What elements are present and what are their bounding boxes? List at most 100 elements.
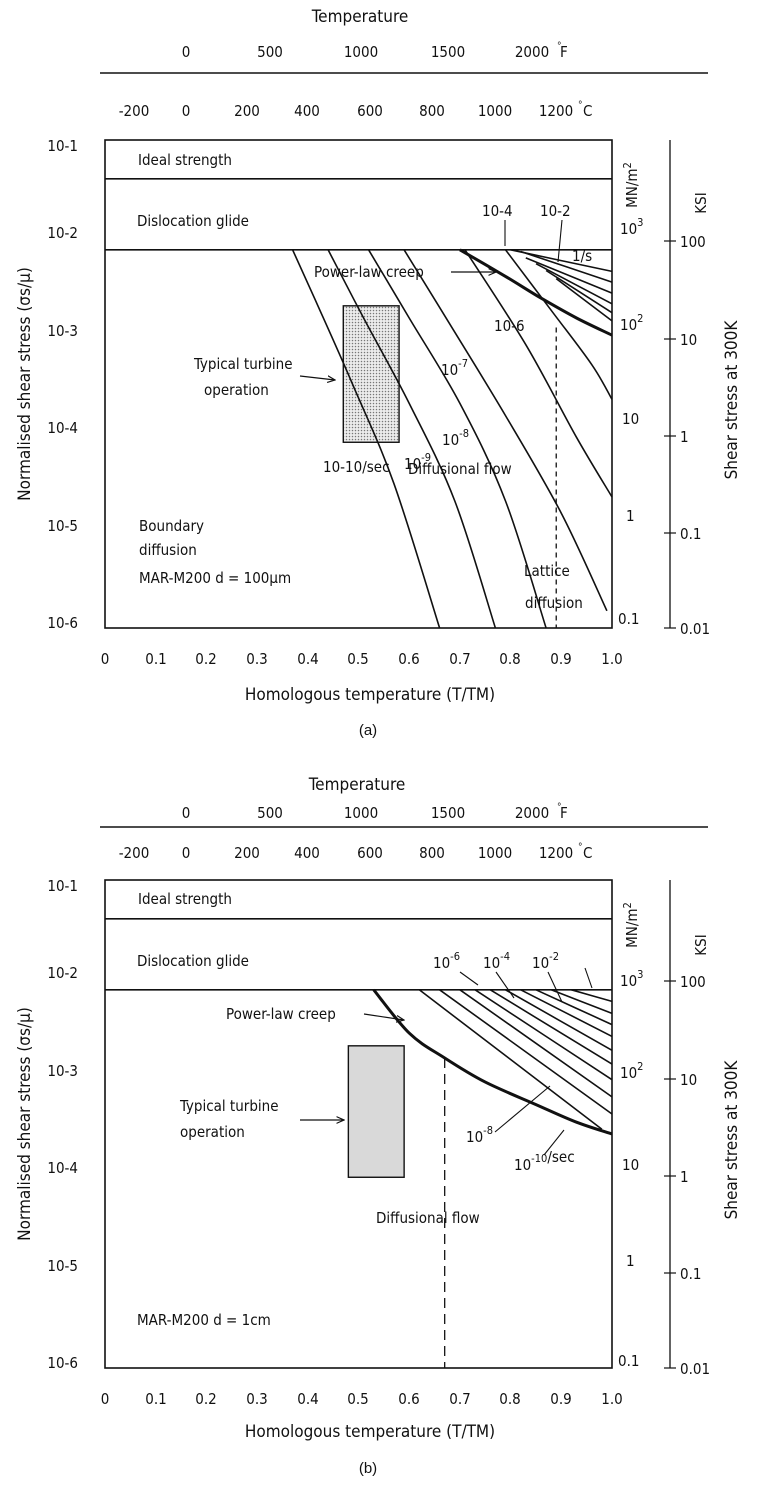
panel-a-y-ticks: 10-1 10-2 10-3 10-4 10-5 10-6 [47, 137, 78, 632]
panel-b-series-line-10 [571, 989, 613, 1003]
panel-a-series-line-10 [535, 262, 613, 305]
panel-a-x-tick-0.5: 0.5 [347, 650, 368, 668]
panel-a-series-line-12 [555, 277, 613, 322]
panel-b-series [372, 988, 613, 1136]
panel-b-turbine-box [347, 1045, 405, 1178]
panel-a-f-tick-1000: 1000 [344, 43, 378, 61]
panel-a-x-tick-1.0: 1.0 [601, 650, 622, 668]
panel-a-mn-ticks: 103 102 10 1 0.1 MN/m2 [618, 162, 643, 628]
panel-a-c-tick-1000: 1000 [478, 102, 512, 120]
panel-b-x-tick-0.1: 0.1 [145, 1390, 166, 1408]
panel-a-diffusional-flow-label: Diffusional flow [408, 460, 512, 478]
panel-a-label-1e-2: 10-2 [540, 202, 571, 220]
panel-b-y-axis-label: Normalised shear stress (σs/μ) [15, 1007, 35, 1241]
panel-b-series-line-8 [535, 989, 613, 1026]
panel-a-ksi-tick-100: 100 [680, 233, 706, 251]
panel-a-x-tick-0.8: 0.8 [499, 650, 520, 668]
panel-b-c-tick-1200: 1200 [539, 844, 573, 862]
panel-b-x-tick-0.7: 0.7 [449, 1390, 470, 1408]
panel-b-x-tick-0.2: 0.2 [195, 1390, 216, 1408]
panel-a-x-tick-0.1: 0.1 [145, 650, 166, 668]
panel-a-f-unit: F [560, 43, 568, 61]
panel-a-c-tick-600: 600 [357, 102, 383, 120]
panel-a-ksi-ticks: 100 10 1 0.1 0.01 KSI Shear stress at 30… [664, 192, 742, 638]
panel-b-y-tick-1e-2: 10-2 [47, 964, 78, 982]
panel-b-plot-frame [104, 879, 613, 1369]
panel-b-f-tick-1500: 1500 [431, 804, 465, 822]
panel-b-series-line-5 [489, 989, 613, 1065]
panel-a-f-tick-2000: 2000 [515, 43, 549, 61]
panel-a-c-tick-200: 200 [234, 102, 260, 120]
panel-a-mn-unit: MN/m2 [621, 162, 641, 208]
panel-b-diffusional-flow-label: Diffusional flow [376, 1209, 480, 1227]
panel-a-series-line-0 [291, 249, 441, 629]
panel-b-mn-ticks: 103 102 10 1 0.1 MN/m2 [618, 902, 643, 1370]
panel-b-x-ticks: 0 0.1 0.2 0.3 0.4 0.5 0.6 0.7 0.8 0.9 1.… [101, 1390, 623, 1408]
panel-b-series-line-9 [550, 989, 613, 1015]
panel-a-series-line-7 [510, 249, 613, 273]
panel-a-y-tick-1e-5: 10-5 [47, 517, 78, 535]
panel-b-label-1e-8: 10-8 [466, 1124, 493, 1146]
panel-b-leader-1e-6 [459, 971, 479, 986]
panel-a-x-tick-0: 0 [101, 650, 110, 668]
panel-b-series-line-7 [520, 989, 613, 1038]
panel-b-series-line-6 [505, 989, 613, 1051]
panel-a-f-tick-1500: 1500 [431, 43, 465, 61]
panel-a-caption: (a) [359, 722, 377, 739]
panel-b-f-tick-500: 500 [257, 804, 283, 822]
panel-b-leader-1e-4 [495, 971, 515, 999]
panel-b-y-tick-1e-3: 10-3 [47, 1062, 78, 1080]
panel-b-turbine-label-2: operation [180, 1123, 245, 1141]
panel-b-series-line-1 [418, 989, 603, 1130]
panel-a-right-axis-label: Shear stress at 300K [722, 320, 742, 480]
panel-b-y-tick-1e-4: 10-4 [47, 1159, 78, 1177]
panel-b-y-tick-1e-6: 10-6 [47, 1354, 78, 1372]
panel-a-y-tick-1e-4: 10-4 [47, 419, 78, 437]
panel-b-c-tick-200: 200 [234, 844, 260, 862]
panel-b-c-unit: C [583, 844, 592, 862]
panel-a-series-line-3 [403, 249, 608, 612]
panel-b-c-tick-800: 800 [419, 844, 445, 862]
panel-a-x-tick-0.9: 0.9 [550, 650, 571, 668]
panel-b-fahrenheit-ticks: 0 500 1000 1500 2000 F ° [182, 802, 568, 822]
panel-a-series-line-5 [504, 249, 613, 400]
panel-a-series-line-9 [525, 257, 613, 294]
panel-b-mn-tick-1000: 103 [620, 968, 643, 990]
panel-a-boundary-label-2: diffusion [139, 541, 197, 559]
panel-b-mn-tick-10: 10 [622, 1156, 639, 1174]
panel-b-x-tick-0.8: 0.8 [499, 1390, 520, 1408]
panel-a-label-1e-6: 10-6 [494, 317, 525, 335]
panel-a-glide-label: Dislocation glide [137, 212, 249, 230]
panel-a-x-tick-0.7: 0.7 [449, 650, 470, 668]
panel-a-x-tick-0.3: 0.3 [246, 650, 267, 668]
panel-a-ksi-tick-10: 10 [680, 331, 697, 349]
panel-a-f-tick-0: 0 [182, 43, 191, 61]
panel-b-mn-tick-100: 102 [620, 1060, 643, 1082]
panel-b-ksi-tick-0.1: 0.1 [680, 1265, 701, 1283]
panel-a-mn-tick-100: 102 [620, 312, 643, 334]
panel-a-material-label: MAR-M200 d = 100µm [139, 569, 291, 587]
panel-a-series-line-4 [464, 249, 613, 498]
panel-b-f-unit: F [560, 804, 568, 822]
panel-b-c-tick-400: 400 [294, 844, 320, 862]
panel-b-series-line-2 [439, 989, 613, 1115]
panel-a-c-tick-m200: -200 [119, 102, 150, 120]
panel-a-series [291, 248, 613, 629]
panel-b-x-tick-0.9: 0.9 [550, 1390, 571, 1408]
panel-b-mn-tick-1: 1 [626, 1252, 635, 1270]
panel-b-ksi-tick-1: 1 [680, 1168, 689, 1186]
panel-b-ksi-tick-0.01: 0.01 [680, 1360, 710, 1378]
panel-a-ksi-unit: KSI [692, 192, 710, 213]
panel-b-top-title: Temperature [308, 775, 406, 795]
panel-b-x-tick-0: 0 [101, 1390, 110, 1408]
panel-a-series-line-1 [327, 249, 497, 629]
panel-b-c-tick-m200: -200 [119, 844, 150, 862]
panel-b-ideal-strength-label: Ideal strength [138, 890, 232, 908]
panel-a-plot-frame [104, 139, 613, 629]
panel-a-mn-tick-1: 1 [626, 507, 635, 525]
panel-a-x-axis-label: Homologous temperature (T/TM) [245, 685, 495, 705]
panel-a-turbine-label-2: operation [204, 381, 269, 399]
panel-a-c-tick-800: 800 [419, 102, 445, 120]
panel-b-turbine-label: Typical turbine [179, 1097, 279, 1115]
